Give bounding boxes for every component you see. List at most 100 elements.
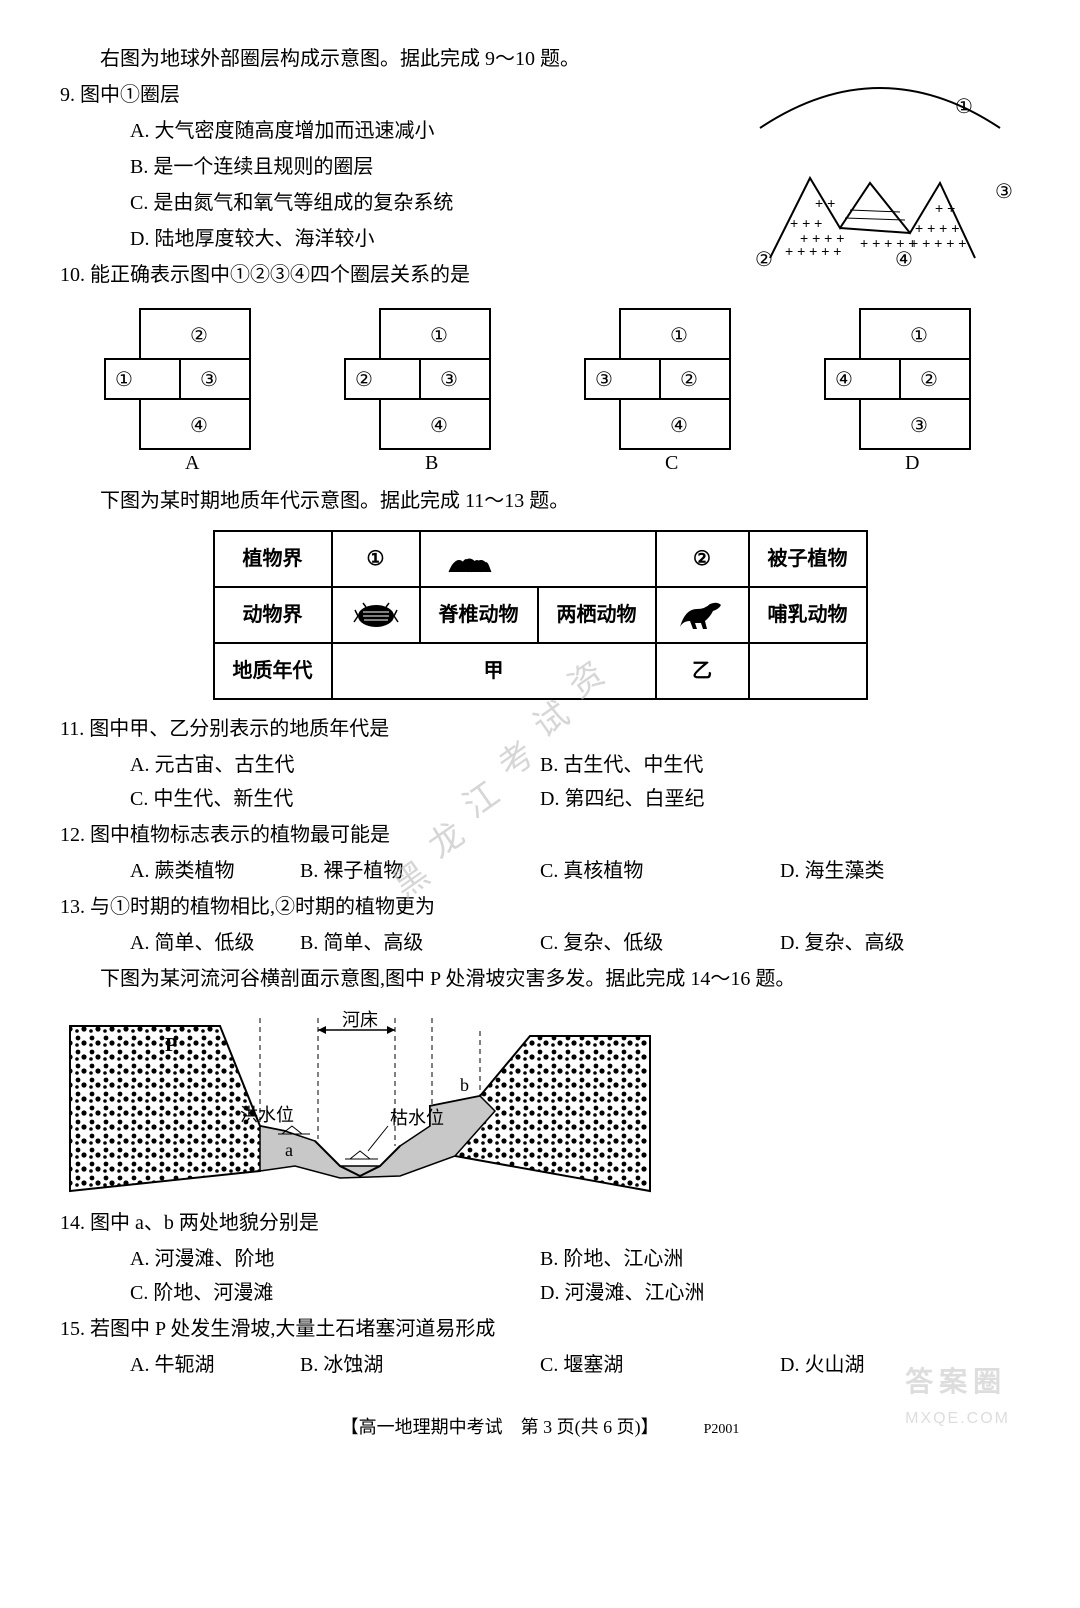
q13-opt-d: D. 复杂、高级: [780, 926, 1020, 960]
label-dry: 枯水位: [390, 1108, 444, 1128]
q10-label-d: D: [905, 452, 919, 474]
q13-opt-a: A. 简单、低级: [60, 926, 300, 960]
footer-text: 【高一地理期中考试 第 3 页(共 6 页)】: [341, 1417, 659, 1437]
label-1: ①: [955, 96, 973, 118]
cell: 被子植物: [749, 531, 867, 587]
svg-text:④: ④: [835, 369, 853, 391]
river-valley-diagram: 河床 洪水位 枯水位 P a b: [60, 1006, 1020, 1196]
corner-watermark: 答案圈 MXQE.COM: [905, 1358, 1010, 1433]
cell: 两栖动物: [538, 587, 656, 643]
q12-opt-a: A. 蕨类植物: [60, 854, 300, 888]
cell: 脊椎动物: [420, 587, 538, 643]
cell: 甲: [332, 643, 656, 699]
q10-label-b: B: [425, 452, 438, 474]
svg-text:②: ②: [190, 325, 208, 347]
q11-stem: 11. 图中甲、乙分别表示的地质年代是: [60, 712, 1020, 746]
cell: 植物界: [214, 531, 332, 587]
cell: 地质年代: [214, 643, 332, 699]
q13-opt-b: B. 简单、高级: [300, 926, 540, 960]
q12-opt-b: B. 裸子植物: [300, 854, 540, 888]
intro-11-13: 下图为某时期地质年代示意图。据此完成 11～13 题。: [60, 484, 1020, 518]
svg-text:④: ④: [670, 415, 688, 437]
svg-text:②: ②: [680, 369, 698, 391]
svg-text:②: ②: [355, 369, 373, 391]
svg-text:①: ①: [115, 369, 133, 391]
q15-options: A. 牛轭湖 B. 冰蚀湖 C. 堰塞湖 D. 火山湖: [60, 1348, 1020, 1382]
q10-diagram-c: ① ③ ② ④ C: [575, 304, 745, 474]
geological-table: 植物界 ① ② 被子植物 动物界 脊椎动物 两栖动物 哺乳动物: [213, 530, 868, 700]
svg-text:+ +: + +: [935, 200, 955, 216]
svg-text:+ + + +: + + + +: [915, 220, 959, 236]
cell: 乙: [656, 643, 749, 699]
q14-opt-c: C. 阶地、河漫滩: [60, 1276, 540, 1310]
table-row: 动物界 脊椎动物 两栖动物 哺乳动物: [214, 587, 867, 643]
q12-opt-c: C. 真核植物: [540, 854, 780, 888]
q13-stem: 13. 与①时期的植物相比,②时期的植物更为: [60, 890, 1020, 924]
q10-diagram-b: ① ② ③ ④ B: [335, 304, 505, 474]
svg-text:④: ④: [430, 415, 448, 437]
svg-text:②: ②: [920, 369, 938, 391]
intro-14-16: 下图为某河流河谷横剖面示意图,图中 P 处滑坡灾害多发。据此完成 14～16 题…: [60, 962, 1020, 996]
cell-trilobite-icon: [332, 587, 420, 643]
q15-stem: 15. 若图中 P 处发生滑坡,大量土石堵塞河道易形成: [60, 1312, 1020, 1346]
q13-opt-c: C. 复杂、低级: [540, 926, 780, 960]
q12-opt-d: D. 海生藻类: [780, 854, 1020, 888]
svg-text:①: ①: [670, 325, 688, 347]
label-4: ④: [895, 249, 913, 268]
q14-opt-d: D. 河漫滩、江心洲: [540, 1276, 1020, 1310]
table-row: 地质年代 甲 乙: [214, 643, 867, 699]
cell: ②: [656, 531, 749, 587]
svg-text:③: ③: [595, 369, 613, 391]
q15-opt-a: A. 牛轭湖: [60, 1348, 300, 1382]
q14-opt-b: B. 阶地、江心洲: [540, 1242, 1020, 1276]
q13-options: A. 简单、低级 B. 简单、高级 C. 复杂、低级 D. 复杂、高级: [60, 926, 1020, 960]
page-root: 右图为地球外部圈层构成示意图。据此完成 9～10 题。 ① + + + + + …: [60, 42, 1020, 1443]
svg-text:+ +: + +: [815, 195, 835, 211]
q14-stem: 14. 图中 a、b 两处地貌分别是: [60, 1206, 1020, 1240]
label-a: a: [285, 1140, 293, 1160]
q15-opt-b: B. 冰蚀湖: [300, 1348, 540, 1382]
svg-text:+ + + + +: + + + + +: [910, 235, 966, 251]
q14-opt-a: A. 河漫滩、阶地: [60, 1242, 540, 1276]
svg-text:④: ④: [190, 415, 208, 437]
cell: 动物界: [214, 587, 332, 643]
cell-plant-icon: [420, 531, 656, 587]
footer-code: P2001: [704, 1422, 740, 1437]
q12-options: A. 蕨类植物 B. 裸子植物 C. 真核植物 D. 海生藻类: [60, 854, 1020, 888]
q11-options: A. 元古宙、古生代 B. 古生代、中生代 C. 中生代、新生代 D. 第四纪、…: [60, 748, 1020, 816]
q14-options: A. 河漫滩、阶地 B. 阶地、江心洲 C. 阶地、河漫滩 D. 河漫滩、江心洲: [60, 1242, 1020, 1310]
page-footer: 【高一地理期中考试 第 3 页(共 6 页)】 P2001: [60, 1412, 1020, 1443]
q10-diagram-d: ① ④ ② ③ D: [815, 304, 985, 474]
q10-diagram-a: ② ① ③ ④ A: [95, 304, 265, 474]
svg-text:+ + +: + + +: [790, 215, 822, 231]
trilobite-icon: [351, 600, 401, 630]
fern-icon: [439, 544, 499, 574]
label-3: ③: [995, 181, 1013, 203]
svg-text:③: ③: [910, 415, 928, 437]
q15-opt-c: C. 堰塞湖: [540, 1348, 780, 1382]
label-p: P: [165, 1034, 177, 1056]
label-2: ②: [755, 249, 773, 268]
svg-text:①: ①: [430, 325, 448, 347]
label-flood: 洪水位: [240, 1105, 294, 1125]
q11-opt-c: C. 中生代、新生代: [60, 782, 540, 816]
cell: 哺乳动物: [749, 587, 867, 643]
cell-dino-icon: [656, 587, 749, 643]
q10-label-a: A: [185, 452, 200, 474]
q11-opt-b: B. 古生代、中生代: [540, 748, 1020, 782]
earth-sphere-diagram: ① + + + + + + + + + + + + + + + + + + + …: [740, 68, 1020, 268]
q10-label-c: C: [665, 452, 678, 474]
table-row: 植物界 ① ② 被子植物: [214, 531, 867, 587]
svg-text:③: ③: [200, 369, 218, 391]
svg-text:+ + + + +: + + + + +: [785, 243, 841, 259]
q11-opt-a: A. 元古宙、古生代: [60, 748, 540, 782]
q10-diagrams: ② ① ③ ④ A ① ② ③ ④ B ① ③ ② ④: [60, 304, 1020, 474]
cell: [749, 643, 867, 699]
svg-text:③: ③: [440, 369, 458, 391]
cell: ①: [332, 531, 420, 587]
dinosaur-icon: [675, 599, 730, 631]
svg-text:①: ①: [910, 325, 928, 347]
q11-opt-d: D. 第四纪、白垩纪: [540, 782, 1020, 816]
label-riverbed: 河床: [342, 1010, 378, 1030]
q12-stem: 12. 图中植物标志表示的植物最可能是: [60, 818, 1020, 852]
